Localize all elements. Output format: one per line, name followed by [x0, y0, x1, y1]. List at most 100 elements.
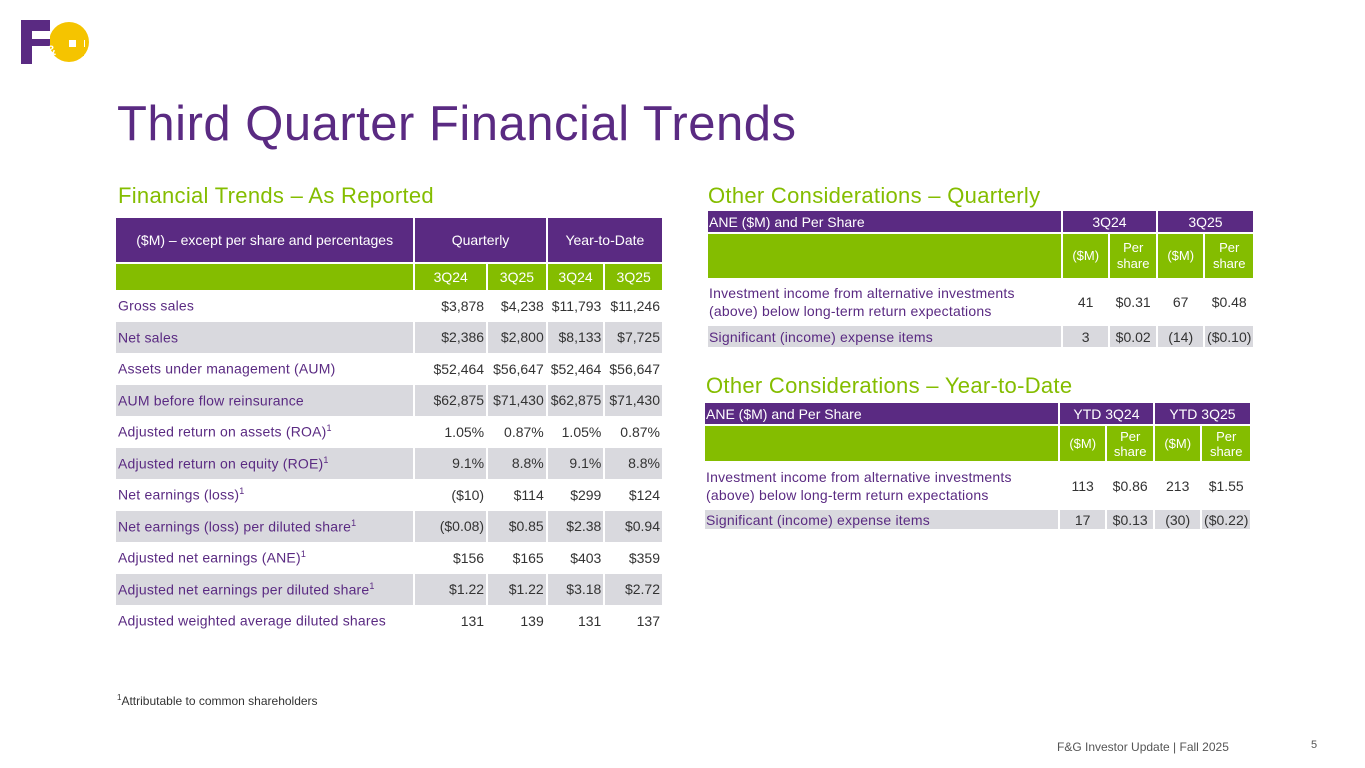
header-group: YTD 3Q24 [1059, 403, 1153, 424]
cell: $7,725 [605, 321, 662, 353]
cell: 131 [577, 612, 602, 629]
subheader-blank [708, 234, 1061, 278]
cell: $62,875 [547, 384, 604, 416]
row-label: Net earnings (loss)1 [118, 486, 245, 504]
col-header: ($M) [1062, 234, 1109, 278]
quarterly-section-title: Other Considerations – Quarterly [708, 183, 1041, 208]
cell: 1.05% [561, 423, 602, 440]
table-subheader-row: ($M) Per share ($M) Per share [705, 426, 1250, 461]
cell: $299 [570, 486, 602, 503]
header-group: YTD 3Q25 [1154, 403, 1250, 424]
col-header: Per share [1205, 234, 1253, 278]
cell: $11,246 [610, 297, 660, 314]
cell: $1.22 [415, 573, 487, 605]
table-row: Net sales $2,386 $2,800 $8,133 $7,725 [116, 321, 662, 353]
subheader-blank [705, 426, 1058, 461]
cell: 1.05% [444, 423, 485, 440]
cell: $71,430 [605, 384, 662, 416]
table-row: Adjusted net earnings (ANE)1 $156 $165 $… [116, 542, 662, 574]
col-header: ($M) [1059, 426, 1106, 461]
cell: $403 [570, 549, 602, 566]
cell: $56,647 [493, 360, 544, 377]
fg-logo: & [20, 18, 90, 66]
header-label: ($M) – except per share and percentages [116, 218, 414, 262]
cell: $359 [628, 549, 660, 566]
cell: ($10) [451, 486, 485, 503]
table-header-row: ANE ($M) and Per Share YTD 3Q24 YTD 3Q25 [705, 403, 1250, 424]
row-label: Adjusted net earnings (ANE)1 [118, 549, 307, 567]
col-header: 3Q24 [547, 264, 604, 290]
page-title: Third Quarter Financial Trends [117, 97, 797, 151]
main-section-title: Financial Trends – As Reported [118, 183, 434, 208]
row-label: Investment income from alternative inves… [706, 468, 1012, 503]
footnote: 1Attributable to common shareholders [117, 693, 318, 708]
cell: 0.87% [620, 423, 660, 440]
col-header: 3Q25 [488, 264, 546, 290]
table-header-row: ANE ($M) and Per Share 3Q24 3Q25 [708, 211, 1253, 232]
cell: 41 [1077, 294, 1094, 310]
cell: $1.22 [488, 573, 546, 605]
cell: $2,800 [488, 321, 546, 353]
footer-text: F&G Investor Update | Fall 2025 [1057, 740, 1229, 754]
cell: $62,875 [415, 384, 487, 416]
col-header: ($M) [1157, 234, 1204, 278]
header-quarterly: Quarterly [415, 218, 546, 262]
row-label: Net sales [116, 321, 414, 353]
row-label: Gross sales [118, 298, 195, 315]
table-row: Adjusted weighted average diluted shares… [116, 605, 662, 637]
cell: $0.86 [1112, 477, 1148, 494]
cell: (14) [1157, 326, 1204, 347]
col-header: Per share [1202, 426, 1250, 461]
table-row: Net earnings (loss) per diluted share1 (… [116, 510, 662, 542]
cell: ($0.22) [1202, 510, 1250, 529]
cell: $52,464 [433, 360, 485, 377]
col-header: Per share [1110, 234, 1156, 278]
table-subheader-row: ($M) Per share ($M) Per share [708, 234, 1253, 278]
cell: 17 [1059, 510, 1106, 529]
header-group: 3Q24 [1062, 211, 1156, 232]
table-row: Significant (income) expense items 3 $0.… [708, 326, 1253, 347]
cell: 213 [1166, 477, 1190, 494]
cell: 3 [1062, 326, 1109, 347]
col-header: 3Q24 [415, 264, 487, 290]
cell: $0.13 [1107, 510, 1153, 529]
cell: $114 [513, 486, 544, 503]
cell: 131 [460, 612, 485, 629]
cell: 67 [1172, 294, 1189, 310]
cell: 0.87% [504, 423, 544, 440]
cell: ($0.10) [1205, 326, 1253, 347]
cell: (30) [1154, 510, 1201, 529]
cell: $8,133 [547, 321, 604, 353]
row-label: AUM before flow reinsurance [116, 384, 414, 416]
cell: 137 [636, 612, 660, 629]
header-group: 3Q25 [1157, 211, 1253, 232]
ytd-section-title: Other Considerations – Year-to-Date [706, 373, 1073, 398]
col-header: 3Q25 [605, 264, 662, 290]
table-row: Adjusted return on assets (ROA)1 1.05% 0… [116, 416, 662, 448]
cell: 8.8% [605, 447, 662, 479]
row-label: Net earnings (loss) per diluted share1 [116, 510, 414, 542]
cell: $1.55 [1208, 477, 1244, 494]
cell: $71,430 [488, 384, 546, 416]
table-row: Gross sales $3,878 $4,238 $11,793 $11,24… [116, 290, 662, 322]
header-ytd: Year-to-Date [547, 218, 662, 262]
cell: $4,238 [500, 297, 544, 314]
cell: $56,647 [609, 360, 660, 377]
row-label: Adjusted return on equity (ROE)1 [116, 447, 414, 479]
ytd-considerations-table: ANE ($M) and Per Share YTD 3Q24 YTD 3Q25… [703, 401, 1252, 531]
table-header-row: ($M) – except per share and percentages … [116, 218, 662, 262]
cell: ($0.08) [415, 510, 487, 542]
financial-trends-table: ($M) – except per share and percentages … [114, 218, 664, 637]
table-row: Adjusted net earnings per diluted share1… [116, 573, 662, 605]
row-label: Assets under management (AUM) [118, 361, 336, 378]
cell: $0.31 [1115, 294, 1151, 310]
table-row: Investment income from alternative inves… [705, 463, 1250, 508]
header-label: ANE ($M) and Per Share [705, 403, 1058, 424]
cell: $0.94 [605, 510, 662, 542]
cell: $2.72 [605, 573, 662, 605]
cell: 113 [1071, 477, 1094, 494]
row-label: Adjusted return on assets (ROA)1 [118, 423, 332, 441]
table-row: AUM before flow reinsurance $62,875 $71,… [116, 384, 662, 416]
cell: $0.02 [1110, 326, 1156, 347]
table-row: Assets under management (AUM) $52,464 $5… [116, 353, 662, 385]
